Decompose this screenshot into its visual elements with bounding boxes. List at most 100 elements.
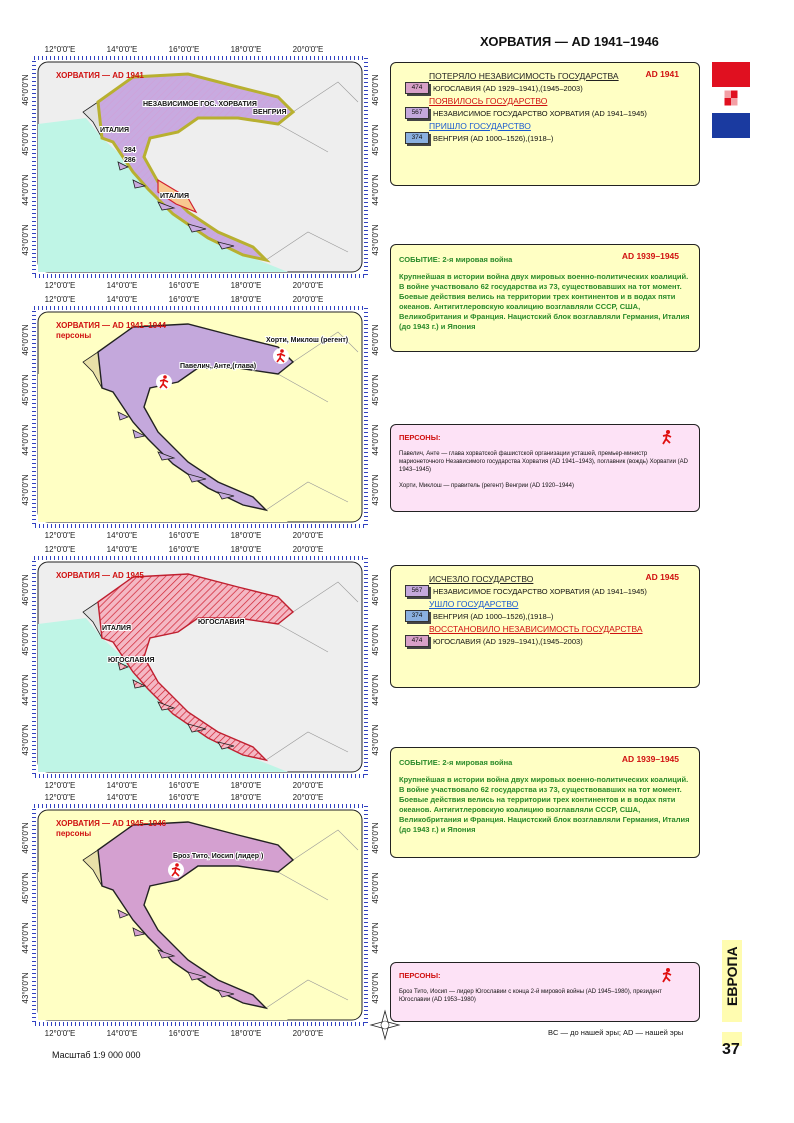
map-title: ХОРВАТИЯ — AD 1945	[56, 571, 144, 580]
lat-label: 44°0'0"N	[371, 674, 380, 705]
lon-label: 14°0'0"E	[107, 295, 138, 304]
group-heading: ИСЧЕЗЛО ГОСУДАРСТВО	[429, 574, 534, 584]
map-title: ХОРВАТИЯ — AD 1941–1944	[56, 321, 167, 330]
icon-head	[175, 863, 179, 867]
lon-label: 18°0'0"E	[231, 531, 262, 540]
lon-label: 14°0'0"E	[107, 45, 138, 54]
sea	[38, 866, 288, 1020]
state-code: 374	[405, 610, 429, 622]
group-heading: ПОТЕРЯЛО НЕЗАВИСИМОСТЬ ГОСУДАРСТВА	[429, 71, 619, 81]
map: ХОРВАТИЯ — AD 1941 НЕЗАВИСИМОЕ ГОС. ХОРВА…	[21, 45, 380, 290]
island	[187, 473, 207, 483]
icon-body	[171, 866, 181, 877]
lon-label: 14°0'0"E	[107, 531, 138, 540]
state-item: 567 НЕЗАВИСИМОЕ ГОСУДАРСТВО ХОРВАТИЯ (AD …	[405, 585, 691, 597]
island	[217, 241, 235, 250]
lat-label: 46°0'0"N	[21, 822, 30, 853]
lat-label: 44°0'0"N	[371, 174, 380, 205]
map-title: ХОРВАТИЯ — AD 1945–1946	[56, 819, 167, 828]
lat-label: 43°0'0"N	[371, 474, 380, 505]
page-tab	[722, 1032, 742, 1046]
state-code: 567	[405, 107, 429, 119]
lon-label: 16°0'0"E	[169, 295, 200, 304]
state-code: 567	[405, 585, 429, 597]
map-label: ИТАЛИЯ	[102, 625, 131, 632]
person-text: Хорти, Миклош — правитель (регент) Венгр…	[399, 483, 574, 489]
event-text: Крупнейшая в истории война двух мировых …	[399, 272, 690, 331]
map-label: Павелич, Анте (глава)	[180, 363, 256, 370]
page-number: 37	[722, 1041, 740, 1058]
person-text: Броз Тито, Иосип — лидер Югославии с кон…	[399, 989, 662, 1003]
info-panel: AD 1939–1945 СОБЫТИЕ: 2-я мировая война Кр…	[390, 747, 700, 858]
map-label: Броз Тито, Иосип (лидер )	[173, 853, 263, 860]
sea	[38, 368, 288, 522]
info-panel: ПЕРСОНЫ: Броз Тито, Иосип — лидер Югослав…	[390, 962, 700, 1022]
island	[217, 989, 235, 998]
event-text: Крупнейшая в истории война двух мировых …	[399, 775, 690, 834]
lon-label: 18°0'0"E	[231, 45, 262, 54]
lat-label: 45°0'0"N	[21, 872, 30, 903]
state-item: 567 НЕЗАВИСИМОЕ ГОСУДАРСТВО ХОРВАТИЯ (AD …	[405, 107, 691, 119]
lon-label: 18°0'0"E	[231, 281, 262, 290]
island	[117, 161, 129, 171]
map-frame	[32, 306, 368, 528]
lon-label: 14°0'0"E	[107, 1029, 138, 1038]
lat-label: 44°0'0"N	[21, 922, 30, 953]
lon-label: 18°0'0"E	[231, 545, 262, 554]
person-text: Павелич, Анте — глава хорватской фашистс…	[399, 451, 688, 473]
event-label: СОБЫТИЕ: 2-я мировая война	[399, 758, 513, 767]
panel-date: AD 1941	[645, 69, 679, 79]
info-panel: AD 1941 ПОТЕРЯЛО НЕЗАВИСИМОСТЬ ГОСУДАРСТВ…	[390, 62, 700, 186]
compass	[369, 1009, 401, 1041]
person-icon	[662, 968, 672, 983]
lon-label: 20°0'0"E	[293, 793, 324, 802]
era-legend: BC — до нашей эры; AD — нашей эры	[548, 1028, 684, 1037]
lat-label: 45°0'0"N	[21, 624, 30, 655]
page-title: ХОРВАТИЯ — AD 1941–1946	[480, 34, 659, 49]
state-name: ЮГОСЛАВИЯ (AD 1929–1941),(1945–2003)	[433, 636, 583, 646]
sea	[38, 618, 288, 772]
lat-label: 45°0'0"N	[371, 624, 380, 655]
lat-label: 44°0'0"N	[21, 674, 30, 705]
map-label: 286	[124, 157, 136, 164]
lon-label: 14°0'0"E	[107, 545, 138, 554]
lon-label: 20°0'0"E	[293, 781, 324, 790]
scale: Масштаб 1:9 000 000	[52, 1050, 141, 1060]
island	[187, 223, 207, 233]
lat-label: 46°0'0"N	[21, 324, 30, 355]
map-title: ХОРВАТИЯ — AD 1941	[56, 71, 144, 80]
icon-head	[280, 349, 284, 353]
island	[117, 661, 129, 671]
lat-label: 44°0'0"N	[21, 174, 30, 205]
map-label: ВЕНГРИЯ	[253, 109, 286, 116]
group-heading: ПРИШЛО ГОСУДАРСТВО	[429, 121, 531, 131]
lon-label: 16°0'0"E	[169, 793, 200, 802]
island	[187, 971, 207, 981]
lat-label: 43°0'0"N	[21, 224, 30, 255]
sea	[38, 118, 288, 272]
icon-head	[163, 375, 167, 379]
lon-label: 16°0'0"E	[169, 1029, 200, 1038]
map-label: Хорти, Миклош (регент)	[266, 337, 348, 344]
island	[187, 723, 207, 733]
person-icon	[273, 348, 289, 364]
lat-label: 45°0'0"N	[21, 374, 30, 405]
icon-body	[159, 378, 169, 389]
lon-label: 20°0'0"E	[293, 1029, 324, 1038]
lon-label: 18°0'0"E	[231, 295, 262, 304]
border-lines	[265, 331, 359, 511]
person-icon	[662, 430, 672, 445]
map-label: НЕЗАВИСИМОЕ ГОС. ХОРВАТИЯ	[143, 101, 257, 108]
lat-label: 43°0'0"N	[371, 724, 380, 755]
lat-label: 43°0'0"N	[21, 724, 30, 755]
panel-date: AD 1945	[645, 572, 679, 582]
lat-label: 43°0'0"N	[371, 224, 380, 255]
lat-label: 45°0'0"N	[371, 124, 380, 155]
lon-label: 14°0'0"E	[107, 281, 138, 290]
island	[132, 679, 147, 689]
map-subtitle: персоны	[56, 829, 91, 838]
island	[132, 179, 147, 189]
persons-label: ПЕРСОНЫ:	[399, 433, 441, 442]
state-code: 474	[405, 82, 429, 94]
